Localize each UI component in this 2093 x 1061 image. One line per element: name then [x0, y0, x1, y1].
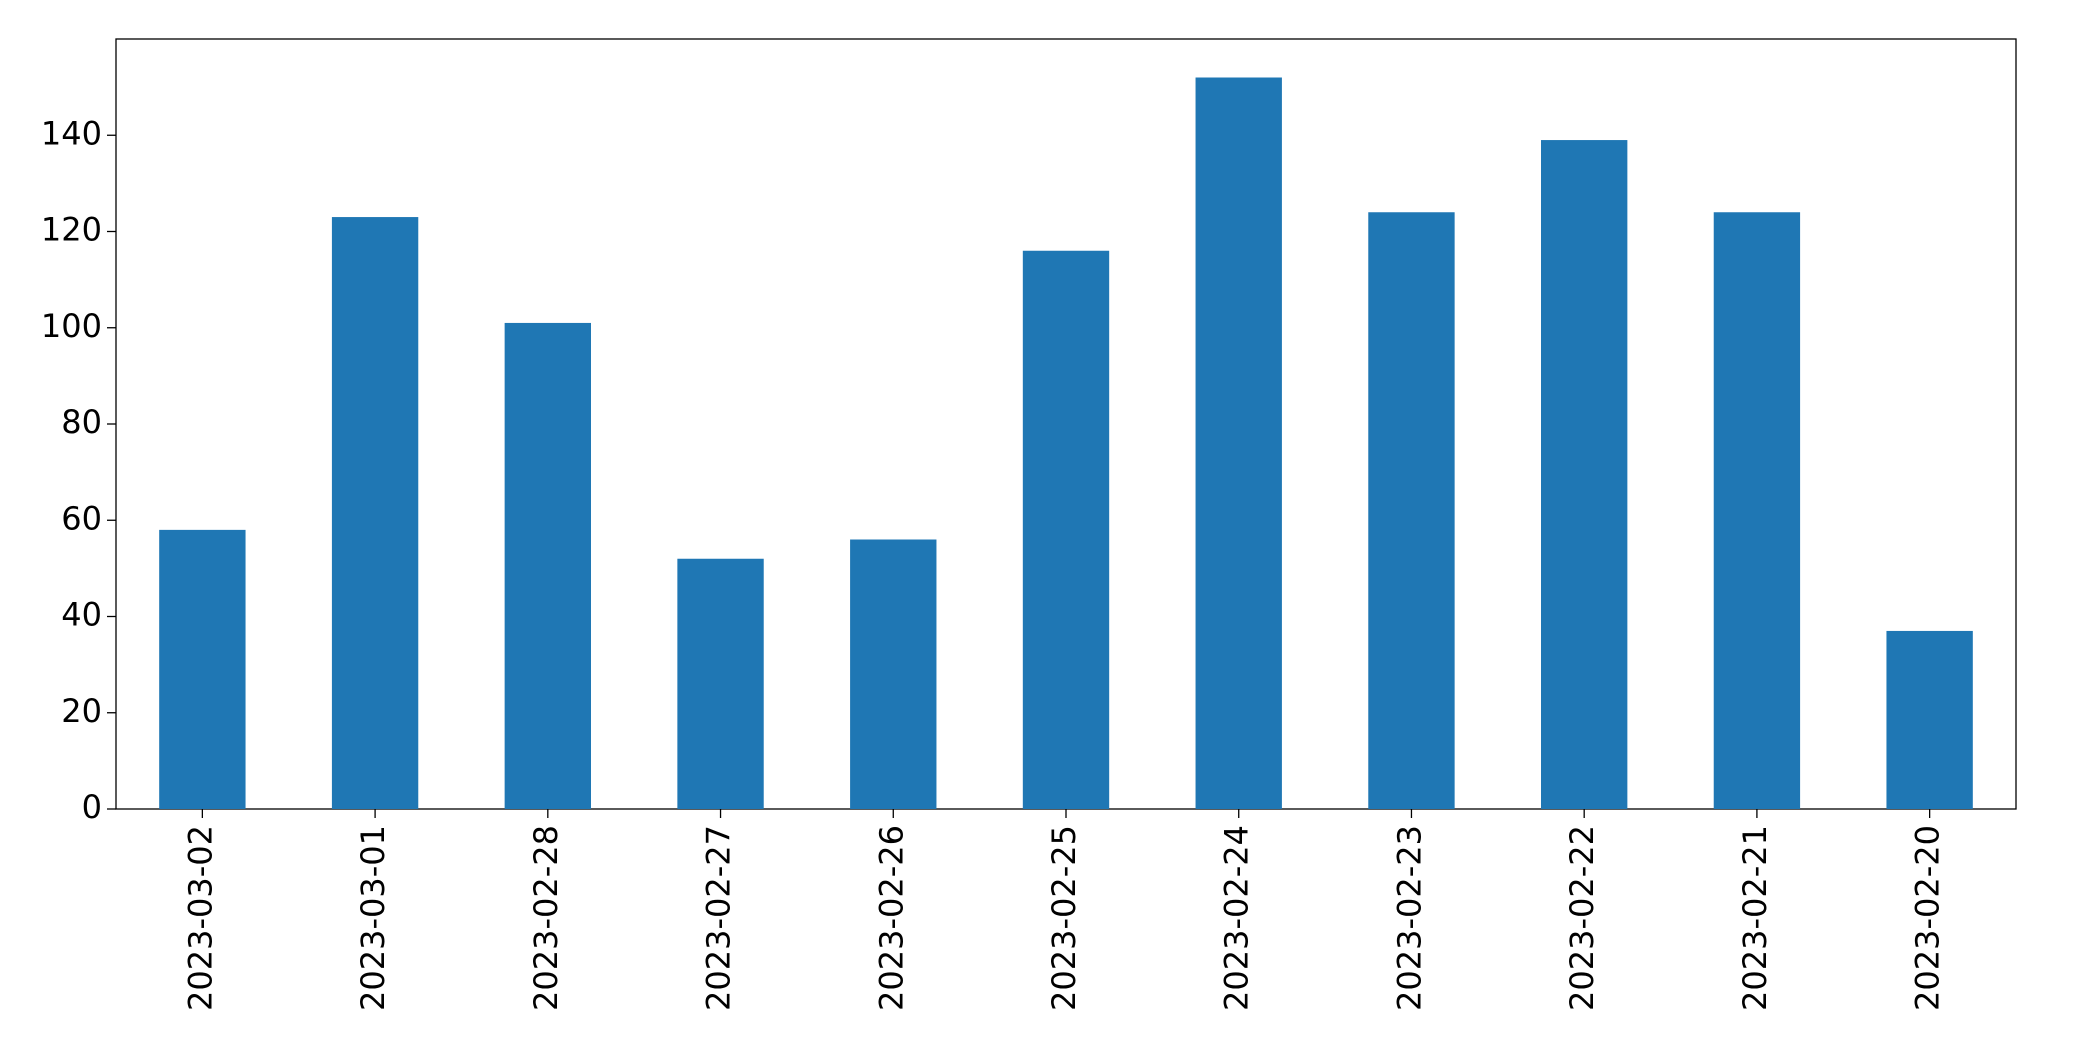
x-tick-label: 2023-02-23: [1390, 825, 1428, 1011]
y-tick-label: 120: [41, 211, 102, 249]
x-tick-label: 2023-02-22: [1563, 825, 1601, 1011]
bar: [159, 529, 246, 809]
x-tick-label: 2023-02-28: [527, 825, 565, 1011]
x-tick-label: 2023-02-21: [1736, 825, 1774, 1011]
y-tick-label: 40: [61, 596, 102, 634]
x-tick-label: 2023-02-24: [1218, 825, 1256, 1011]
y-tick-label: 80: [61, 403, 102, 441]
bar: [1713, 212, 1801, 809]
bar: [850, 539, 937, 809]
y-tick-label: 20: [61, 692, 102, 730]
x-tick-label: 2023-02-25: [1045, 825, 1083, 1011]
y-tick-label: 100: [41, 307, 102, 345]
x-tick-label: 2023-03-02: [181, 825, 219, 1011]
x-tick-label: 2023-02-26: [872, 825, 910, 1011]
bar: [331, 217, 419, 809]
y-tick-label: 0: [82, 788, 102, 826]
bar: [677, 558, 764, 809]
bar: [504, 322, 591, 809]
bar: [1195, 77, 1282, 809]
bar: [1022, 250, 1110, 809]
y-tick-label: 140: [41, 114, 102, 152]
x-tick-label: 2023-03-01: [354, 825, 392, 1011]
x-tick-label: 2023-02-20: [1909, 825, 1947, 1011]
x-tick-label: 2023-02-27: [700, 825, 738, 1011]
bar: [1886, 630, 1973, 809]
y-tick-label: 60: [61, 499, 102, 537]
bar: [1368, 212, 1455, 809]
bar: [1541, 140, 1628, 809]
